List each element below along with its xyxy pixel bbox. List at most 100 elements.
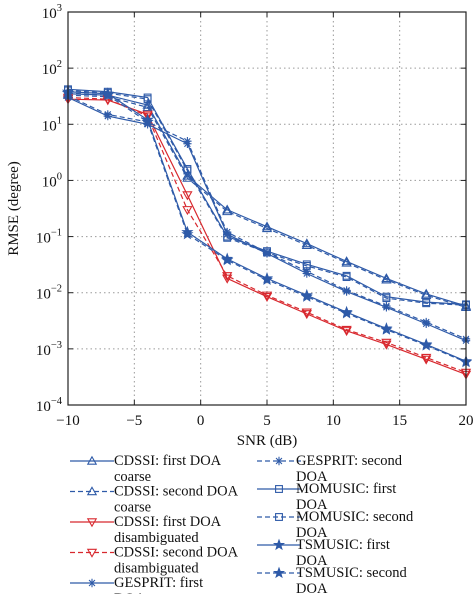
data-point	[380, 323, 393, 335]
y-tick-label: 100	[42, 171, 62, 190]
data-point	[182, 206, 193, 216]
data-point	[221, 253, 234, 266]
data-point	[301, 239, 312, 249]
data-point	[182, 170, 193, 180]
data-point	[382, 294, 391, 303]
data-point	[300, 290, 313, 302]
data-point	[223, 233, 232, 242]
x-tick-label: 0	[197, 413, 205, 429]
legend-label: TSMUSIC: second	[296, 565, 408, 581]
data-point	[261, 292, 273, 302]
data-point	[381, 274, 392, 284]
data-point	[421, 355, 432, 365]
data-point	[143, 95, 152, 104]
x-tick-label: −10	[56, 413, 79, 429]
data-point	[420, 339, 433, 351]
data-point	[342, 273, 351, 282]
legend-label: CDSSI: second DOA	[114, 484, 239, 500]
data-point	[302, 261, 311, 270]
data-point	[182, 172, 193, 182]
legend-label: MOMUSIC: first	[296, 481, 396, 497]
legend-label: DOA	[296, 581, 328, 594]
data-point	[261, 223, 273, 233]
legend-label: DOA	[296, 525, 328, 541]
legend-label: CDSSI: first DOA	[114, 453, 222, 469]
legend-marker	[274, 456, 284, 466]
legend-label: GESPRIT: first	[114, 575, 203, 591]
legend-label: TSMUSIC: first	[296, 537, 390, 553]
x-tick-label: 5	[263, 413, 271, 429]
data-point	[421, 353, 432, 363]
y-tick-label: 10−2	[36, 284, 62, 303]
y-tick-label: 101	[42, 115, 62, 134]
legend-label: MOMUSIC: second	[296, 509, 414, 525]
data-point	[142, 112, 153, 122]
data-point	[340, 306, 353, 319]
data-point	[381, 338, 392, 348]
legend-label: disambiguated	[114, 561, 199, 577]
data-point	[181, 227, 194, 240]
series-line	[67, 92, 467, 363]
series-line	[67, 89, 467, 306]
data-point	[341, 327, 352, 337]
data-point	[341, 256, 352, 266]
data-point	[141, 115, 154, 128]
data-point	[261, 291, 273, 301]
data-point	[301, 238, 312, 248]
data-point	[101, 88, 114, 101]
y-tick-label: 10−1	[36, 228, 62, 247]
legend-label: coarse	[114, 500, 151, 516]
data-point	[222, 206, 233, 216]
legend-marker	[86, 486, 98, 496]
data-point	[381, 340, 392, 350]
data-point	[263, 248, 271, 257]
y-tick-label: 10−4	[36, 396, 63, 415]
legend-label: CDSSI: second DOA	[114, 545, 239, 561]
series-line	[67, 94, 467, 308]
x-axis-ticks: −10 −5 0 5 10 15 20	[56, 12, 474, 429]
data-point	[261, 221, 273, 231]
x-tick-label: −5	[126, 413, 142, 429]
data-point	[381, 273, 392, 283]
legend-marker	[87, 578, 97, 588]
legend-marker	[272, 566, 286, 579]
legend-label: DOA	[296, 497, 328, 513]
legend-marker	[86, 518, 98, 528]
legend-marker	[86, 548, 98, 558]
legend-label: DOA	[296, 469, 328, 485]
data-point	[342, 286, 351, 295]
series-line	[67, 93, 467, 307]
y-tick-label: 102	[42, 59, 62, 78]
y-tick-label: 10−3	[36, 340, 62, 359]
data-point	[222, 272, 233, 282]
series-4	[62, 93, 472, 378]
legend-marker	[272, 538, 286, 551]
data-point	[260, 273, 274, 285]
data-point	[183, 136, 192, 146]
data-point	[183, 166, 192, 175]
data-point	[301, 310, 312, 320]
x-tick-label: 10	[326, 413, 341, 429]
data-point	[382, 301, 391, 311]
series-layer	[61, 85, 473, 380]
legend-marker	[275, 485, 283, 493]
legend-label: CDSSI: first DOA	[114, 514, 222, 530]
data-point	[182, 191, 193, 201]
data-point	[301, 308, 312, 318]
data-point	[103, 110, 112, 119]
series-line	[67, 98, 467, 376]
x-axis-label: SNR (dB)	[237, 433, 297, 449]
data-point	[341, 325, 352, 335]
legend-label: coarse	[114, 469, 151, 485]
data-point	[341, 257, 352, 267]
legend-label: disambiguated	[114, 530, 199, 546]
